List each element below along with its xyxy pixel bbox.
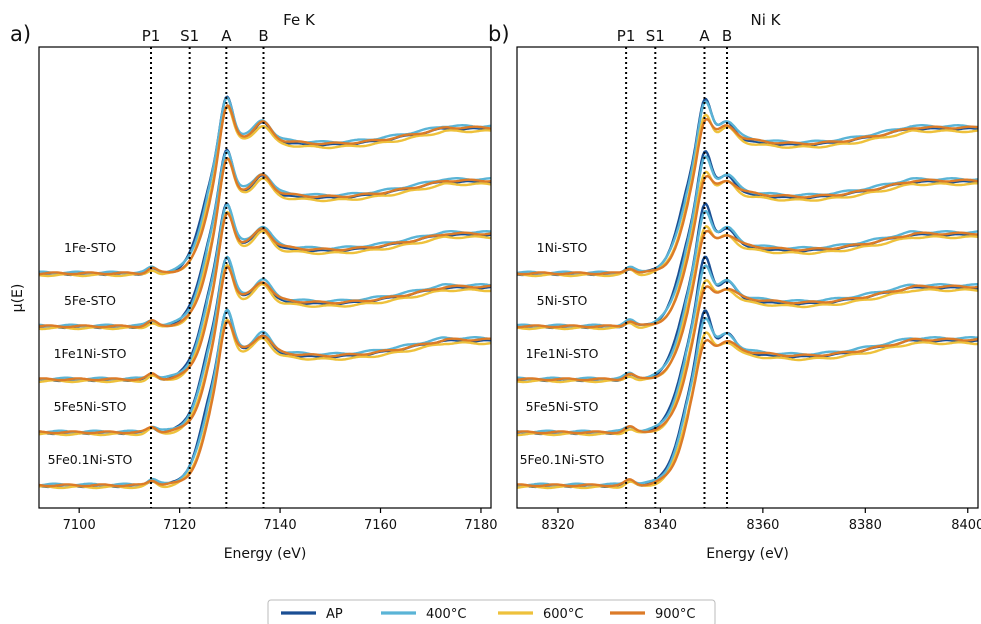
series-line-900C (39, 265, 491, 435)
series-line-600C (39, 157, 491, 331)
series-line-900C (39, 157, 491, 329)
x-tick-label: 8320 (541, 518, 574, 533)
marker-label-p1: P1 (142, 27, 161, 45)
x-tick-label: 8380 (849, 518, 882, 533)
series-line-900C (39, 104, 491, 276)
marker-label-b: B (258, 27, 268, 45)
series-line-900C (517, 284, 978, 435)
sample-label: 5Ni-STO (537, 293, 588, 308)
sample-label: 5Fe-STO (64, 293, 116, 308)
series-line-900C (39, 212, 491, 382)
x-tick-label: 8340 (644, 518, 677, 533)
marker-label-s1: S1 (180, 27, 199, 45)
series-line-900C (39, 320, 491, 488)
series-line-900C (517, 118, 978, 276)
sample-label: 1Ni-STO (537, 240, 588, 255)
x-tick-label: 7100 (63, 518, 96, 533)
series-line-600C (517, 225, 978, 384)
panel-letter: a) (10, 22, 31, 46)
sample-label: 1Fe1Ni-STO (54, 346, 127, 361)
legend-label: AP (326, 607, 343, 622)
series-line-600C (517, 279, 978, 437)
marker-label-s1: S1 (646, 27, 665, 45)
series-line-600C (517, 331, 978, 490)
chart-title: Fe K (283, 11, 316, 29)
series-line-900C (517, 337, 978, 488)
panel-fe-k: a) Fe K 1Fe-STO 5Fe-STO 1Fe1Ni-STO 5Fe5Ni-STO… (10, 11, 498, 562)
sample-label: 1Fe1Ni-STO (526, 346, 599, 361)
x-tick-label: 7180 (464, 518, 497, 533)
sample-label: 5Fe0.1Ni-STO (520, 452, 605, 467)
panel-ni-k: b) Ni K 1Ni-STO 5Ni-STO 1Fe1Ni-STO 5Fe5Ni-STO… (488, 11, 981, 562)
legend: AP 400°C 600°C 900°C (267, 599, 716, 624)
legend-box (267, 599, 716, 624)
sample-label: 5Fe5Ni-STO (54, 399, 127, 414)
legend-label: 900°C (655, 607, 695, 622)
x-axis-label: Energy (eV) (224, 546, 307, 562)
series-line-600C (39, 210, 491, 384)
x-axis-label: Energy (eV) (706, 546, 789, 562)
axes-frame (516, 46, 979, 509)
x-tick-label: 8400 (951, 518, 981, 533)
series-line-900C (517, 229, 978, 382)
panel-letter: b) (488, 22, 510, 46)
legend-label: 400°C (426, 607, 466, 622)
marker-label-b: B (722, 27, 732, 45)
series-line-600C (517, 170, 978, 331)
sample-label: 5Fe0.1Ni-STO (48, 452, 133, 467)
series-line-600C (39, 105, 491, 278)
axes-frame (38, 46, 492, 509)
series-line-900C (517, 174, 978, 329)
marker-label-a: A (699, 27, 710, 45)
x-tick-label: 8360 (746, 518, 779, 533)
sample-label: 1Fe-STO (64, 240, 116, 255)
x-tick-label: 7120 (163, 518, 196, 533)
y-axis-label: μ(E) (10, 284, 26, 313)
x-tick-label: 7140 (264, 518, 297, 533)
marker-label-a: A (221, 27, 232, 45)
sample-label: 5Fe5Ni-STO (526, 399, 599, 414)
chart-title: Ni K (751, 11, 782, 29)
legend-label: 600°C (543, 607, 583, 622)
marker-label-p1: P1 (617, 27, 636, 45)
x-tick-label: 7160 (364, 518, 397, 533)
series-line-600C (39, 263, 491, 437)
